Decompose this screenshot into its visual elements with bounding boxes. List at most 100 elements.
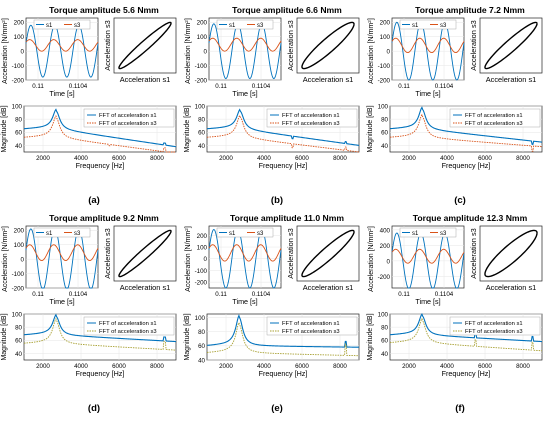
- fft-ytick-label: 60: [381, 130, 388, 137]
- fft-xtick-label: 4000: [257, 155, 271, 162]
- fft-legend: FFT of acceleration s1 FFT of acceleratio…: [266, 108, 358, 128]
- fft-xtick-label: 4000: [74, 155, 88, 162]
- fft-series-s3: [389, 317, 543, 352]
- time-legend-label: s1: [229, 231, 236, 237]
- phase-plot: Acceleration s1 Acceleration s3: [469, 17, 543, 84]
- fft-ytick-label: 80: [198, 329, 205, 336]
- panel-label: (e): [271, 403, 283, 414]
- fft-ytick-label: 40: [381, 143, 388, 150]
- fft-xtick-label: 8000: [150, 155, 164, 162]
- phase-xlabel: Acceleration s1: [120, 283, 171, 292]
- fft-xtick-label: 8000: [516, 363, 530, 370]
- phase-ylabel: Acceleration s3: [103, 228, 112, 279]
- fft-ytick-label: 40: [15, 143, 22, 150]
- time-legend-label: s1: [46, 23, 53, 29]
- time-ytick-label: 100: [380, 34, 391, 41]
- time-legend-box: [33, 19, 91, 30]
- fft-xtick-label: 4000: [257, 363, 271, 370]
- phase-loop: [118, 229, 172, 278]
- fft-legend: FFT of acceleration s1 FFT of acceleratio…: [449, 316, 541, 336]
- phase-plot-frame: [479, 17, 543, 74]
- phase-plot: Acceleration s1 Acceleration s3: [286, 17, 360, 84]
- time-ytick-label: -200: [12, 77, 25, 84]
- time-xtick-label: 0.1104: [252, 83, 271, 90]
- phase-ylabel: Acceleration s3: [103, 20, 112, 71]
- time-series-s3: [208, 244, 282, 262]
- time-legend-label: s1: [46, 231, 53, 237]
- time-legend-box: [399, 227, 457, 238]
- fft-ytick-label: 100: [12, 103, 23, 110]
- fft-plot: 40 60 80 100 2000 4000 6000 8000 Frequency [Hz] M…: [184, 103, 360, 170]
- fft-legend-label: FFT of acceleration s1: [282, 113, 340, 119]
- time-ytick-label: -200: [378, 274, 391, 281]
- fft-legend-label: FFT of acceleration s3: [99, 121, 157, 127]
- fft-series-s1: [23, 313, 177, 343]
- fft-series-s1: [23, 108, 177, 148]
- fft-xtick-label: 4000: [440, 155, 454, 162]
- fft-xtick-label: 2000: [219, 363, 233, 370]
- time-ytick-label: -100: [12, 271, 25, 278]
- panel-title: Torque amplitude 6.6 Nmm: [232, 5, 342, 15]
- time-ytick-label: 200: [197, 20, 208, 27]
- time-ylabel: Acceleration [N/mm2]: [367, 18, 376, 84]
- fft-ylabel: Magnitude [dB]: [184, 313, 191, 360]
- time-legend-label: s3: [257, 23, 264, 29]
- fft-xtick-label: 8000: [150, 363, 164, 370]
- fft-xtick-label: 2000: [219, 155, 233, 162]
- fft-ylabel: Magnitude [dB]: [367, 105, 374, 152]
- fft-series-s1: [206, 108, 360, 146]
- fft-ytick-label: 100: [12, 311, 23, 318]
- panel-a: Torque amplitude 5.6 Nmm-200-10001002000…: [1, 5, 177, 206]
- time-xtick-label: 0.1104: [69, 83, 88, 90]
- time-xtick-label: 0.1104: [435, 291, 454, 298]
- time-legend: s1 s3: [399, 19, 457, 30]
- phase-loop: [484, 229, 538, 278]
- phase-loop: [118, 21, 172, 70]
- time-xtick-label: 0.1104: [435, 83, 454, 90]
- fft-ytick-label: 80: [381, 325, 388, 332]
- fft-legend-label: FFT of acceleration s3: [99, 329, 157, 335]
- time-ylabel: Acceleration [N/mm2]: [184, 226, 193, 292]
- time-ylabel: Acceleration [N/mm2]: [367, 226, 376, 292]
- time-legend-label: s3: [440, 23, 447, 29]
- time-ytick-label: -100: [195, 63, 208, 70]
- time-legend-box: [216, 19, 274, 30]
- panel-title: Torque amplitude 12.3 Nmm: [413, 213, 528, 223]
- panel-label: (c): [454, 195, 466, 206]
- time-ytick-label: 0: [21, 257, 25, 264]
- time-xtick-label: 0.1104: [69, 291, 88, 298]
- time-xtick-label: 0.1104: [252, 291, 271, 298]
- time-legend: s1 s3: [33, 19, 91, 30]
- fft-ytick-label: 40: [15, 351, 22, 358]
- time-xlabel: Time [s]: [415, 89, 440, 98]
- time-series-s1: [208, 228, 282, 289]
- phase-ylabel: Acceleration s3: [469, 228, 478, 279]
- time-series-s1: [391, 21, 465, 81]
- fft-legend-label: FFT of acceleration s1: [282, 321, 340, 327]
- panel-label: (f): [455, 403, 465, 414]
- time-xtick-label: 0.11: [215, 291, 227, 298]
- fft-ytick-label: 60: [15, 338, 22, 345]
- phase-loop: [301, 21, 355, 70]
- phase-plot-frame: [113, 225, 177, 282]
- phase-plot-frame: [296, 225, 360, 282]
- fft-legend-label: FFT of acceleration s3: [282, 329, 340, 335]
- fft-legend-label: FFT of acceleration s3: [465, 329, 523, 335]
- time-ylabel: Acceleration [N/mm2]: [1, 18, 10, 84]
- time-legend: s1 s3: [399, 227, 457, 238]
- fft-xlabel: Frequency [Hz]: [76, 369, 125, 378]
- phase-plot: Acceleration s1 Acceleration s3: [103, 17, 177, 84]
- panel-title: Torque amplitude 11.0 Nmm: [230, 213, 344, 223]
- time-ytick-label: 400: [380, 227, 391, 234]
- time-legend-label: s1: [412, 23, 419, 29]
- time-legend-box: [216, 227, 274, 238]
- time-ytick-label: -200: [12, 285, 25, 292]
- time-ytick-label: 200: [380, 20, 391, 27]
- time-legend-label: s3: [440, 231, 447, 237]
- time-legend-label: s3: [74, 231, 81, 237]
- fft-legend-label: FFT of acceleration s1: [99, 321, 157, 327]
- time-xlabel: Time [s]: [49, 89, 74, 98]
- panel-title: Torque amplitude 9.2 Nmm: [49, 213, 159, 223]
- time-ytick-label: 200: [14, 228, 25, 235]
